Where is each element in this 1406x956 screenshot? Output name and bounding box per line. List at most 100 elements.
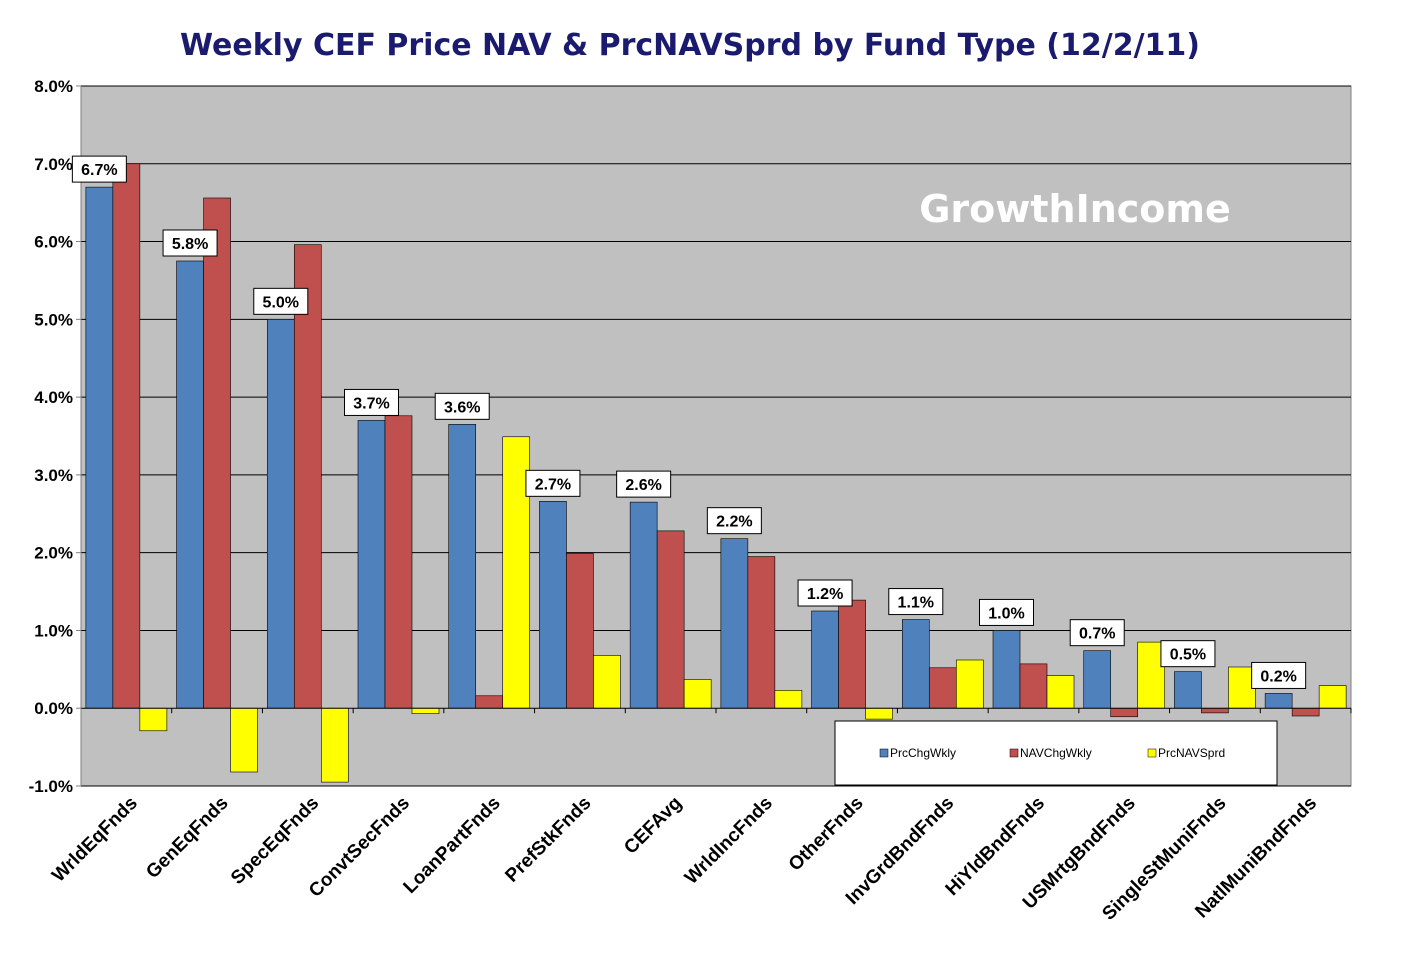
watermark-text: GrowthIncome [919, 187, 1231, 231]
data-label: 1.2% [807, 586, 843, 603]
bar-PrcChgWkly-ConvtSecFnds [357, 420, 386, 709]
bar-PrcNAVSprd-CEFAvg [683, 679, 712, 709]
bar-NAVChgWkly-OtherFnds [838, 599, 866, 709]
bar-NAVChgWkly-WrldEqFnds [112, 163, 141, 709]
bar-PrcChgWkly-OtherFnds [811, 610, 839, 709]
x-axis: WrldEqFnds GenEqFndsSpecEqFndsConvtSecFnd… [48, 793, 1321, 925]
x-tick-label: CEFAvg [620, 793, 686, 859]
y-tick-label: 5.0% [34, 310, 73, 329]
bar-PrcNAVSprd-GenEqFnds [230, 707, 258, 773]
bar-PrcChgWkly-WrldIncFnds [720, 538, 749, 709]
bar-NAVChgWkly-USMrtgBndFnds [1110, 707, 1139, 718]
bar-PrcChgWkly-CEFAvg [629, 501, 658, 709]
legend-box [834, 720, 1278, 786]
bar-PrcChgWkly-SingleStMuniFnds [1174, 671, 1202, 709]
bar-PrcNAVSprd-InvGrdBndFnds [955, 659, 984, 709]
bar-NAVChgWkly-WrldIncFnds [747, 556, 776, 709]
legend-label-NAVChgWkly: NAVChgWkly [1020, 746, 1092, 760]
data-label-box [1160, 640, 1216, 668]
x-tick-label: SpecEqFnds [227, 793, 323, 889]
bar-NAVChgWkly-InvGrdBndFnds [928, 667, 957, 709]
bar-NAVChgWkly-SingleStMuniFnds [1201, 707, 1229, 714]
data-label-box [253, 287, 309, 315]
data-label-box [616, 470, 672, 498]
bar-PrcChgWkly-USMrtgBndFnds [1083, 650, 1112, 709]
data-label: 2.7% [535, 476, 571, 493]
data-label: 6.7% [81, 162, 117, 179]
bar-PrcNAVSprd-PrefStkFnds [593, 655, 621, 709]
data-label-box [344, 388, 399, 416]
x-tick-label: PrefStkFnds [501, 793, 595, 887]
y-tick-label: -1.0% [29, 777, 73, 796]
bar-PrcChgWkly-WrldEqFnds [85, 186, 114, 709]
bar-PrcNAVSprd-OtherFnds [865, 707, 893, 720]
data-label: 1.0% [988, 605, 1024, 622]
data-label-box [525, 469, 581, 497]
data-labels: 6.7% 5.8% 5.0% 3.7% 3.6% 2.7% 2.6% 2.2% 1.2% 1.1%… [71, 155, 1307, 689]
bar-PrcNAVSprd-NatlMuniBndFnds [1318, 685, 1347, 709]
data-label: 5.0% [263, 294, 299, 311]
data-label-box [434, 392, 490, 420]
legend-label-PrcNAVSprd: PrcNAVSprd [1158, 746, 1225, 760]
zero-axis [80, 707, 1352, 714]
data-label: 2.6% [625, 477, 661, 494]
bar-NAVChgWkly-LoanPartFnds [475, 695, 504, 709]
bar-PrcNAVSprd-WrldEqFnds [139, 707, 168, 732]
y-axis: -1.0% 0.0% 1.0% 2.0% 3.0% 4.0% 5.0% 6.0% 7.0% 8.0… [29, 77, 82, 796]
bar-PrcChgWkly-PrefStkFnds [539, 501, 567, 709]
legend: PrcChgWkly NAVChgWkly PrcNAVSprd [834, 720, 1278, 786]
x-tick-label: GenEqFnds [142, 793, 232, 883]
bar-PrcNAVSprd-ConvtSecFnds [411, 707, 440, 714]
bar-NAVChgWkly-SpecEqFnds [293, 244, 322, 709]
bar-NAVChgWkly-NatlMuniBndFnds [1291, 707, 1320, 717]
data-label: 0.7% [1079, 626, 1115, 643]
y-tick-label: 6.0% [34, 233, 73, 252]
bar-PrcChgWkly-SpecEqFnds [266, 319, 295, 709]
data-label-box [71, 155, 127, 183]
y-tick-label: 2.0% [34, 544, 73, 563]
bar-PrcChgWkly-GenEqFnds [176, 260, 204, 709]
bar-NAVChgWkly-GenEqFnds [203, 197, 231, 709]
data-label: 3.6% [444, 399, 480, 416]
data-label: 0.2% [1260, 668, 1296, 685]
bar-PrcNAVSprd-USMrtgBndFnds [1137, 641, 1166, 709]
legend-swatch-NAVChgWkly [1009, 748, 1019, 758]
data-label: 3.7% [353, 395, 389, 412]
bar-NAVChgWkly-HiYldBndFnds [1019, 663, 1048, 709]
legend-label-PrcChgWkly: PrcChgWkly [890, 746, 956, 760]
bar-NAVChgWkly-ConvtSecFnds [384, 415, 413, 709]
bar-PrcChgWkly-NatlMuniBndFnds [1264, 693, 1293, 709]
y-tick-label: 1.0% [34, 621, 73, 640]
bar-PrcNAVSprd-WrldIncFnds [774, 690, 803, 709]
y-tick-label: 8.0% [34, 77, 73, 96]
data-label-box [1069, 619, 1125, 647]
bar-PrcChgWkly-LoanPartFnds [448, 424, 477, 709]
bar-NAVChgWkly-PrefStkFnds [566, 553, 594, 709]
bar-NAVChgWkly-CEFAvg [656, 530, 685, 709]
data-label-box [162, 229, 218, 257]
y-tick-label: 7.0% [34, 155, 73, 174]
bar-PrcNAVSprd-HiYldBndFnds [1046, 675, 1075, 709]
data-label-box [979, 598, 1034, 626]
legend-swatch-PrcNAVSprd [1147, 748, 1157, 758]
data-label: 5.8% [172, 236, 208, 253]
bars [85, 163, 1347, 783]
y-tick-label: 0.0% [34, 699, 73, 718]
data-label-box [888, 588, 944, 616]
data-label: 1.1% [898, 595, 934, 612]
x-tick-label: WrldIncFnds [681, 793, 777, 889]
y-tick-label: 4.0% [34, 388, 73, 407]
x-tick-label: WrldEqFnds [48, 793, 142, 887]
data-label: 0.5% [1170, 647, 1206, 664]
bar-PrcNAVSprd-LoanPartFnds [502, 436, 531, 709]
chart-title: Weekly CEF Price NAV & PrcNAVSprd by Fun… [180, 28, 1200, 63]
bar-PrcChgWkly-InvGrdBndFnds [901, 619, 930, 709]
data-label-box [1251, 661, 1307, 689]
x-tick-label: LoanPartFnds [400, 793, 505, 898]
bar-PrcNAVSprd-SpecEqFnds [320, 707, 349, 783]
bar-PrcChgWkly-HiYldBndFnds [992, 630, 1021, 709]
x-tick-label: OtherFnds [785, 793, 868, 876]
data-label-box [797, 579, 853, 607]
data-label: 2.2% [716, 514, 752, 531]
